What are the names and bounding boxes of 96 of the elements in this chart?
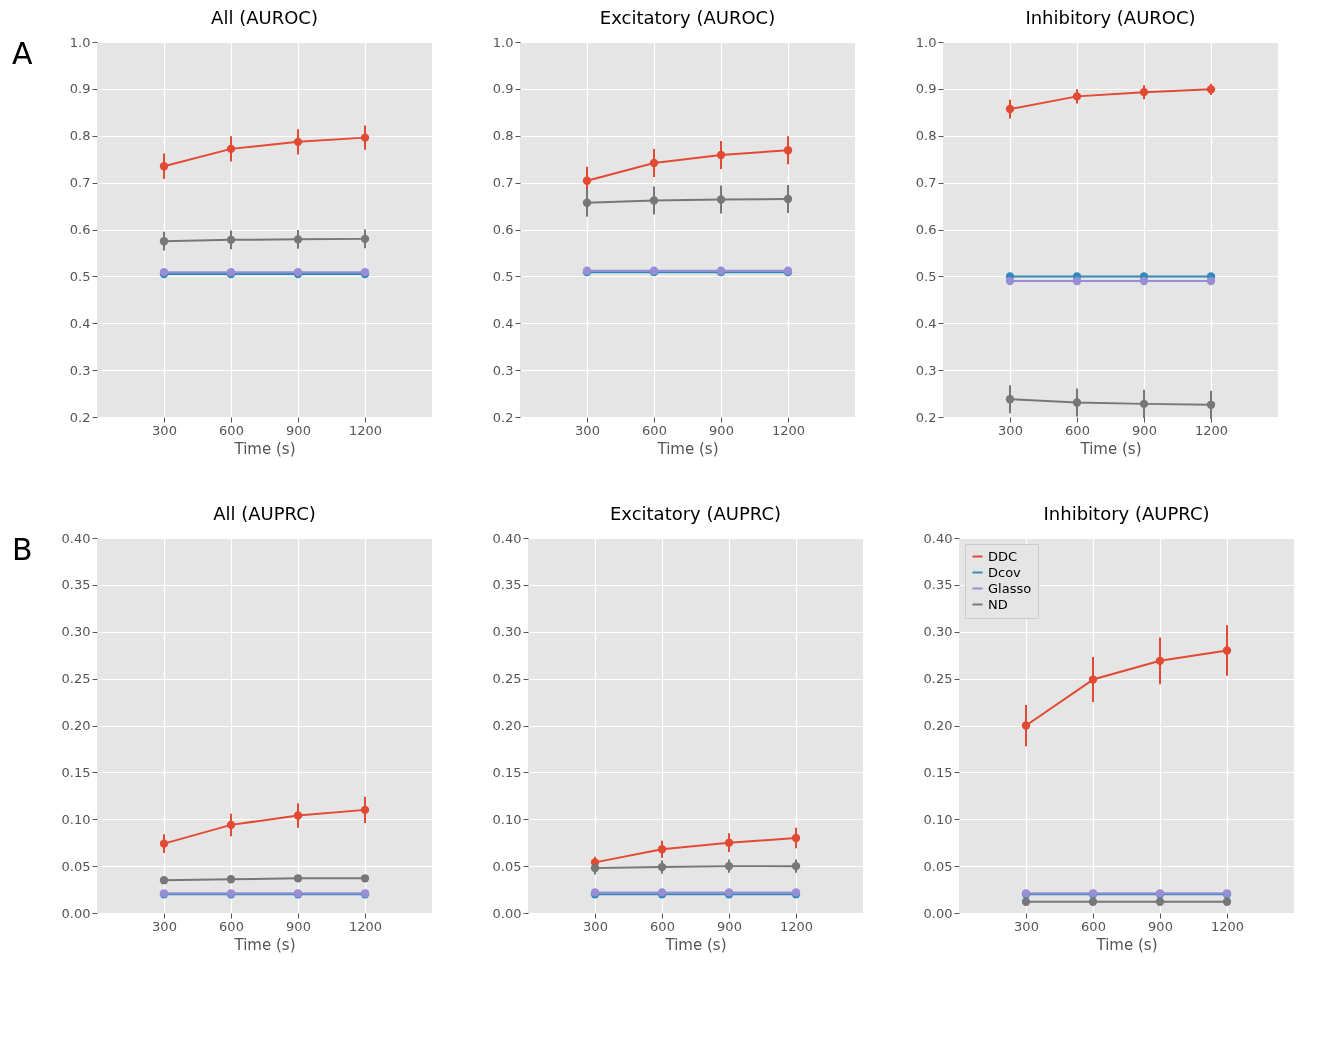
text: A <box>12 36 33 71</box>
y-tick-label: 0.3 <box>915 362 937 378</box>
y-tick-label: 0.00 <box>61 905 91 921</box>
y-tick-label: 0.10 <box>923 811 953 827</box>
y-tick-label: 0.35 <box>61 577 91 593</box>
y-tick-label: 0.7 <box>492 175 514 191</box>
x-tick-label: 300 <box>152 918 177 934</box>
y-tick-label: 0.05 <box>923 858 953 874</box>
y-tick-label: 0.15 <box>492 764 522 780</box>
x-tick-label: 1200 <box>348 422 383 438</box>
x-tick-label: 900 <box>1148 918 1173 934</box>
x-axis-title: Time (s) <box>1079 439 1142 458</box>
x-axis-title: Time (s) <box>233 935 296 954</box>
y-tick-label: 0.2 <box>492 409 514 425</box>
y-tick-label: 0.7 <box>915 175 937 191</box>
x-tick-label: 1200 <box>771 422 806 438</box>
y-tick-label: 0.8 <box>492 128 514 144</box>
chart-title: All (AUROC) <box>211 7 318 28</box>
x-tick-label: 900 <box>709 422 734 438</box>
x-tick-label: 600 <box>219 918 244 934</box>
y-tick-label: 0.15 <box>61 764 91 780</box>
y-tick-label: 0.7 <box>69 175 91 191</box>
y-tick-label: 1.0 <box>915 34 937 50</box>
text: B <box>12 532 33 567</box>
x-tick-label: 900 <box>286 422 311 438</box>
x-tick-label: 600 <box>219 422 244 438</box>
x-tick-label: 600 <box>1065 422 1090 438</box>
x-tick-label: 1200 <box>1210 918 1245 934</box>
y-tick-label: 0.5 <box>69 268 91 284</box>
y-tick-label: 0.30 <box>923 624 953 640</box>
y-tick-label: 0.40 <box>492 530 522 546</box>
y-tick-label: 0.4 <box>69 315 91 331</box>
chart-title: Inhibitory (AUROC) <box>1025 7 1196 28</box>
y-tick-label: 0.9 <box>492 81 514 97</box>
x-tick-label: 900 <box>286 918 311 934</box>
legend-label: DDC <box>988 548 1018 564</box>
x-tick-label: 1200 <box>348 918 383 934</box>
y-tick-label: 0.35 <box>492 577 522 593</box>
x-tick-label: 900 <box>717 918 742 934</box>
x-tick-label: 600 <box>650 918 675 934</box>
legend-label: ND <box>988 596 1008 612</box>
y-tick-label: 0.5 <box>492 268 514 284</box>
y-tick-label: 0.8 <box>915 128 937 144</box>
y-tick-label: 0.40 <box>923 530 953 546</box>
y-tick-label: 0.05 <box>492 858 522 874</box>
y-tick-label: 0.25 <box>923 671 953 687</box>
y-tick-label: 0.30 <box>61 624 91 640</box>
x-axis-title: Time (s) <box>1095 935 1158 954</box>
y-tick-label: 0.10 <box>492 811 522 827</box>
y-tick-label: 1.0 <box>69 34 91 50</box>
x-tick-label: 300 <box>1014 918 1039 934</box>
y-tick-label: 0.15 <box>923 764 953 780</box>
y-tick-label: 0.2 <box>915 409 937 425</box>
y-tick-label: 0.3 <box>69 362 91 378</box>
y-tick-label: 0.9 <box>69 81 91 97</box>
y-tick-label: 0.25 <box>492 671 522 687</box>
x-tick-label: 300 <box>152 422 177 438</box>
y-tick-label: 0.9 <box>915 81 937 97</box>
x-tick-label: 1200 <box>779 918 814 934</box>
x-axis-title: Time (s) <box>656 439 719 458</box>
y-tick-label: 0.00 <box>923 905 953 921</box>
chart-title: All (AUPRC) <box>213 503 316 524</box>
x-tick-label: 600 <box>642 422 667 438</box>
x-tick-label: 1200 <box>1194 422 1229 438</box>
x-tick-label: 600 <box>1081 918 1106 934</box>
y-tick-label: 0.25 <box>61 671 91 687</box>
y-tick-label: 0.5 <box>915 268 937 284</box>
y-tick-label: 0.20 <box>492 718 522 733</box>
y-tick-label: 0.2 <box>69 409 91 425</box>
y-tick-label: 0.30 <box>492 624 522 640</box>
y-tick-label: 0.4 <box>915 315 937 331</box>
y-tick-label: 0.35 <box>923 577 953 593</box>
x-tick-label: 300 <box>998 422 1023 438</box>
y-tick-label: 0.4 <box>492 315 514 331</box>
y-tick-label: 0.00 <box>492 905 522 921</box>
y-tick-label: 0.20 <box>923 718 953 733</box>
x-tick-label: 300 <box>575 422 600 438</box>
chart-title: Excitatory (AUPRC) <box>609 503 782 524</box>
legend-label: Dcov <box>988 564 1022 580</box>
x-axis-title: Time (s) <box>664 935 727 954</box>
y-tick-label: 0.6 <box>69 222 91 237</box>
y-tick-label: 0.8 <box>69 128 91 144</box>
y-tick-label: 0.05 <box>61 858 91 874</box>
x-tick-label: 300 <box>583 918 608 934</box>
y-tick-label: 0.6 <box>492 222 514 237</box>
legend-label: Glasso <box>988 580 1032 596</box>
y-tick-label: 0.20 <box>61 718 91 733</box>
chart-title: Inhibitory (AUPRC) <box>1043 503 1210 524</box>
y-tick-label: 0.6 <box>915 222 937 237</box>
x-tick-label: 900 <box>1132 422 1157 438</box>
y-tick-label: 0.3 <box>492 362 514 378</box>
y-tick-label: 1.0 <box>492 34 514 50</box>
y-tick-label: 0.40 <box>61 530 91 546</box>
x-axis-title: Time (s) <box>233 439 296 458</box>
y-tick-label: 0.10 <box>61 811 91 827</box>
chart-title: Excitatory (AUROC) <box>599 7 776 28</box>
